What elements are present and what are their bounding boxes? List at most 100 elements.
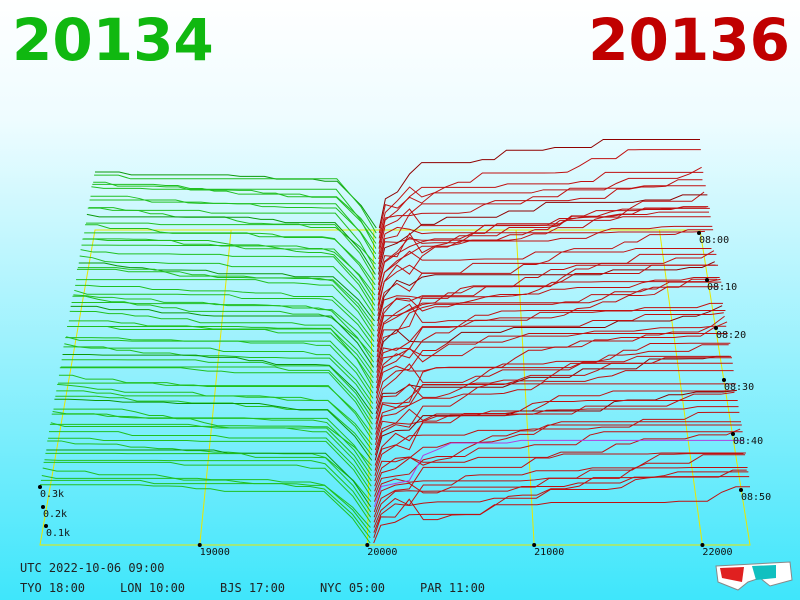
ask-wire: [374, 411, 740, 477]
zone-time: NYC 05:00: [320, 581, 385, 595]
ask-wire: [373, 486, 750, 544]
depth-tick: [41, 505, 45, 509]
bid-wire: [59, 367, 373, 430]
ask-price: 20136: [588, 6, 790, 74]
depth-tick: [44, 524, 48, 528]
time-tick-label: 08:40: [733, 436, 763, 447]
ask-wire: [375, 309, 726, 389]
ask-wire: [378, 171, 704, 249]
ask-wire: [375, 325, 727, 394]
bid-wire: [49, 423, 372, 487]
ask-wire: [373, 439, 745, 508]
time-tick: [705, 278, 709, 282]
bid-wire: [81, 244, 376, 306]
bid-wire: [40, 484, 371, 544]
bid-wire: [60, 366, 373, 425]
zone-time: PAR 11:00: [420, 581, 485, 595]
ask-wire: [373, 454, 746, 513]
bid-wire: [73, 294, 375, 353]
ask-wire: [374, 391, 735, 446]
utc-time: UTC 2022-10-06 09:00: [20, 561, 165, 575]
bid-wire: [53, 408, 373, 466]
bid-wire: [52, 411, 372, 471]
bid-wire: [89, 199, 377, 260]
bid-wire: [82, 238, 376, 301]
ask-wire: [377, 247, 712, 301]
ask-wire: [378, 185, 706, 265]
ask-wire: [376, 277, 720, 353]
ask-wire: [377, 250, 715, 316]
bid-wire: [67, 325, 374, 384]
bid-wire: [67, 326, 374, 389]
bid-wire: [41, 475, 371, 533]
ask-wire: [378, 226, 705, 260]
ask-wire: [375, 342, 731, 420]
ask-wire: [373, 471, 749, 533]
bid-wire: [62, 354, 374, 415]
bid-wire: [78, 262, 375, 322]
bid-wire: [70, 305, 375, 368]
bid-wire: [43, 461, 371, 523]
ask-wire: [375, 332, 728, 404]
ask-wire: [376, 286, 719, 347]
ask-wire: [378, 138, 700, 229]
depth-tick: [38, 485, 42, 489]
depth-tick-label: 0.2k: [43, 509, 67, 520]
bid-wire: [86, 213, 376, 275]
floor-grid-line: [199, 229, 232, 546]
time-tick-label: 08:50: [741, 492, 771, 503]
bid-wire: [95, 171, 377, 229]
ask-wire: [378, 149, 701, 234]
bid-wire: [93, 181, 377, 239]
floor-grid-line: [515, 229, 535, 546]
price-tick: [365, 543, 370, 547]
bid-wire: [58, 382, 373, 440]
time-tick: [697, 231, 701, 235]
ask-wire: [375, 370, 734, 440]
bid-wire: [55, 395, 373, 456]
depth-tick-label: 0.1k: [46, 528, 70, 539]
bid-wire: [58, 374, 373, 435]
floor-grid: [39, 229, 751, 546]
bid-wire: [61, 359, 373, 420]
bid-wire: [79, 255, 376, 317]
ask-wire: [377, 207, 710, 291]
ask-wire: [373, 452, 746, 518]
price-tick-label: 19000: [200, 547, 230, 558]
ask-wire: [378, 179, 703, 244]
bid-wire: [63, 346, 374, 410]
price-tick: [700, 543, 705, 547]
time-tick-label: 08:30: [724, 382, 754, 393]
bid-wire: [42, 467, 371, 528]
bid-wire: [45, 452, 372, 513]
bid-wire: [80, 249, 376, 311]
time-tick: [714, 326, 718, 330]
bid-wire: [48, 437, 372, 497]
ask-wire: [376, 278, 721, 358]
ask-wire: [376, 312, 724, 378]
bid-wire: [46, 449, 372, 508]
time-tick: [731, 432, 735, 436]
bid-wire: [85, 222, 376, 280]
ask-wire: [375, 362, 733, 435]
price-tick-label: 20000: [367, 547, 397, 558]
bid-wire: [69, 310, 374, 373]
ask-wire: [378, 194, 708, 275]
ask-wire: [373, 466, 748, 528]
price-tick: [197, 543, 202, 547]
ask-wire: [374, 389, 737, 461]
ask-wire: [377, 225, 713, 306]
ask-wire: [373, 476, 750, 538]
bid-wire: [64, 343, 374, 404]
ask-wire: [373, 469, 747, 523]
bid-wire: [85, 224, 376, 286]
bid-wire: [71, 301, 375, 363]
ask-wire: [374, 390, 736, 451]
zone-time: TYO 18:00: [20, 581, 85, 595]
ask-wire: [374, 400, 738, 466]
time-tick: [739, 488, 743, 492]
bid-wire: [74, 289, 375, 348]
bid-wire: [65, 337, 374, 399]
bid-wire: [40, 479, 371, 539]
